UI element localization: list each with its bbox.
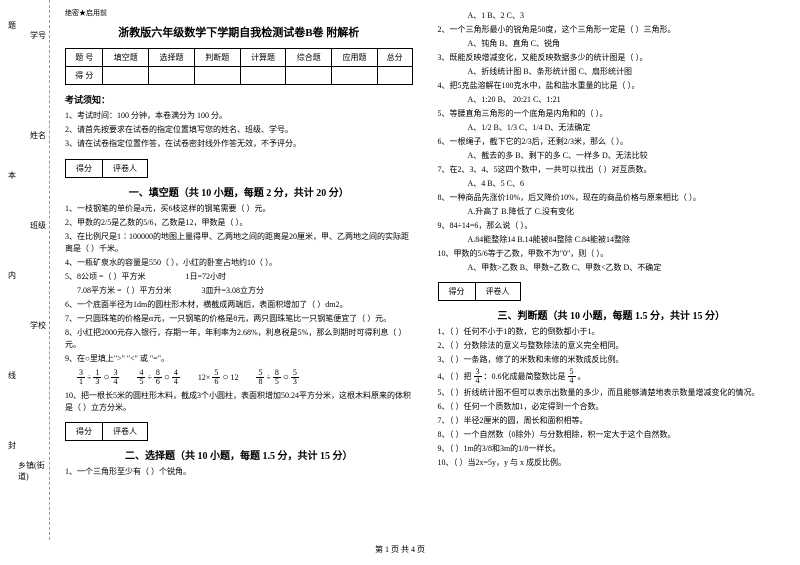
s1q4: 4、一瓶矿泉水的容量是550（ ），小红的卧室占地约10（ ）。 — [65, 257, 413, 269]
s3q9: 9、（ ）1m的3/8和3m的1/8一样长。 — [438, 443, 786, 455]
dash-2: 本 — [8, 170, 16, 181]
s1q3: 3、在比例尺是1∶100000的地图上量得甲、乙两地之间的距离是20厘米，甲、乙… — [65, 231, 413, 255]
td-1 — [103, 67, 149, 85]
td-5 — [286, 67, 332, 85]
td-6 — [332, 67, 378, 85]
th-0: 题 号 — [66, 49, 103, 67]
score-box-2: 得分 评卷人 — [65, 422, 148, 441]
s1q5d: 3皿升=3.08立方分 — [202, 285, 265, 297]
th-1: 填空题 — [103, 49, 149, 67]
dash-5: 封 — [8, 440, 16, 451]
exam-title: 浙教版六年级数学下学期自我检测试卷B卷 附解析 — [65, 24, 413, 40]
s1q2: 2、甲数的2/5是乙数的5/6，乙数是12，甲数是（ ）。 — [65, 217, 413, 229]
notice-heading: 考试须知： — [65, 93, 413, 106]
s3q5: 5、（ ）折线统计图不但可以表示出数量的多少，而且能够清楚地表示数量增减变化的情… — [438, 387, 786, 399]
c2l3: A、折线统计图 B、条形统计图 C、扇形统计图 — [468, 66, 786, 78]
c2l8: A.升高了 B.降低了 C.没有变化 — [468, 206, 786, 218]
td-2 — [149, 67, 195, 85]
s1q6: 6、一个底面半径为1dm的圆柱形木材，横截成两端后，表面积增加了（ ）dm2。 — [65, 299, 413, 311]
section-2-title: 二、选择题（共 10 小题，每题 1.5 分，共计 15 分） — [65, 447, 413, 462]
c2l6: A、截去的多 B、剩下的多 C、一样多 D、无法比较 — [468, 150, 786, 162]
label-town: 乡镇(街道) — [18, 460, 49, 482]
s1q8: 8、小红把2000元存入银行，存期一年，年利率为2.68%，利息税是5%，那么到… — [65, 327, 413, 351]
notice-3: 3、请在试卷指定位置作答，在试卷密封线外作答无效，不予评分。 — [65, 138, 413, 149]
th-6: 应用题 — [332, 49, 378, 67]
label-class: 班级 — [30, 220, 46, 231]
s2q1: 1、一个三角形至少有（ ）个锐角。 — [65, 466, 413, 478]
td-4 — [240, 67, 286, 85]
th-2: 选择题 — [149, 49, 195, 67]
dash-3: 内 — [8, 270, 16, 281]
s3q10: 10、（ ）当2x=5y，y 与 x 成反比例。 — [438, 457, 786, 469]
c2q3: 3、既能反映增减变化，又能反映数据多少的统计图是（ ）。 — [438, 52, 786, 64]
c2q8: 8、一种商品先涨价10%，后又降价10%，现在的商品价格与原来相比（ ）。 — [438, 192, 786, 204]
label-name: 姓名 — [30, 130, 46, 141]
s1q5c: 7.08平方米 =（ ）平方分米 — [77, 285, 172, 297]
s1q5b: 1日=72小时 — [186, 271, 227, 283]
s3q7: 7、（ ）半径2厘米的圆，周长和面积相等。 — [438, 415, 786, 427]
th-4: 计算题 — [240, 49, 286, 67]
rater-label: 评卷人 — [103, 160, 147, 177]
s3q1: 1、（ ）任何不小于1的数，它的倒数都小于1。 — [438, 326, 786, 338]
c2l5: A、1/2 B、1/3 C、1/4 D、无法确定 — [468, 122, 786, 134]
notice-1: 1、考试时间：100 分钟，本卷满分为 100 分。 — [65, 110, 413, 121]
s3q4: 4、（ ）把 34 ：0.6化成最简整数比是 54 。 — [438, 368, 786, 385]
section-3-title: 三、判断题（共 10 小题，每题 1.5 分，共计 15 分） — [438, 307, 786, 322]
score-table: 题 号 填空题 选择题 判断题 计算题 综合题 应用题 总分 得 分 — [65, 48, 413, 85]
th-7: 总分 — [377, 49, 412, 67]
rater-label-2: 评卷人 — [103, 423, 147, 440]
c2q5: 5、等腰直角三角形的一个底角是内角和的（ ）。 — [438, 108, 786, 120]
s1q1: 1、一枝钢笔的单价是a元，买6枝这样的钢笔需要（ ）元。 — [65, 203, 413, 215]
score-label: 得分 — [66, 160, 103, 177]
left-column: 绝密★启用前 浙教版六年级数学下学期自我检测试卷B卷 附解析 题 号 填空题 选… — [65, 8, 413, 532]
s1q5a: 5、8公顷 =（ ）平方米 — [65, 271, 146, 283]
right-column: A、1 B、2 C、3 2、一个三角形最小的锐角是50度，这个三角形一定是（ ）… — [438, 8, 786, 532]
dash-1: 题 — [8, 20, 16, 31]
c2l9: A.84能整除14 B.14能被84整除 C.84能被14整除 — [468, 234, 786, 246]
s3q2: 2、（ ）分数除法的意义与整数除法的意义完全相同。 — [438, 340, 786, 352]
c2q6: 6、一根绳子，截下它的2/3后，还剩2/3米，那么（ ）。 — [438, 136, 786, 148]
td-0: 得 分 — [66, 67, 103, 85]
dash-4: 线 — [8, 370, 16, 381]
section-1-title: 一、填空题（共 10 小题，每题 2 分，共计 20 分） — [65, 184, 413, 199]
c2l7: A、4 B、5 C、6 — [468, 178, 786, 190]
c2q7: 7、在2、3、4、5这四个数中，一共可以找出（ ）对互质数。 — [438, 164, 786, 176]
s3q8: 8、（ ）一个自然数（0除外）与分数相除，积一定大于这个自然数。 — [438, 429, 786, 441]
c2l2: A、钝角 B、直角 C、锐角 — [468, 38, 786, 50]
binding-sidebar: 学号 姓名 班级 学校 乡镇(街道) 题 本 内 线 封 — [0, 0, 50, 540]
score-label-2: 得分 — [66, 423, 103, 440]
score-box-1: 得分 评卷人 — [65, 159, 148, 178]
c2l1: A、1 B、2 C、3 — [468, 10, 786, 22]
notice-2: 2、请首先按要求在试卷的指定位置填写您的姓名、班级、学号。 — [65, 124, 413, 135]
label-school: 学校 — [30, 320, 46, 331]
c2l10: A、甲数>乙数 B、甲数=乙数 C、甲数<乙数 D、不确定 — [468, 262, 786, 274]
fraction-row: 31÷13○34 45÷86○44 12×56○12 58÷85○53 — [77, 369, 413, 386]
rater-label-3: 评卷人 — [476, 283, 520, 300]
s3q3: 3、（ ）一条路，修了的米数和未修的米数成反比例。 — [438, 354, 786, 366]
score-box-3: 得分 评卷人 — [438, 282, 521, 301]
td-3 — [194, 67, 240, 85]
c2q4: 4、把5克盐溶解在100克水中，盐和盐水重量的比是（ ）。 — [438, 80, 786, 92]
seal-text: 绝密★启用前 — [65, 8, 413, 18]
th-5: 综合题 — [286, 49, 332, 67]
s1q9: 9、在○里填上">" "<" 或 "="。 — [65, 353, 413, 365]
label-id: 学号 — [30, 30, 46, 41]
c2q9: 9、84÷14=6，那么说（ ）。 — [438, 220, 786, 232]
c2q2: 2、一个三角形最小的锐角是50度，这个三角形一定是（ ）三角形。 — [438, 24, 786, 36]
th-3: 判断题 — [194, 49, 240, 67]
s3q6: 6、（ ）任何一个质数加1，必定得到一个合数。 — [438, 401, 786, 413]
td-7 — [377, 67, 412, 85]
c2q10: 10、甲数的5/6等于乙数，甲数不为"0"，则（ ）。 — [438, 248, 786, 260]
page-footer: 第 1 页 共 4 页 — [0, 540, 800, 559]
c2l4: A、1:20 B、 20:21 C、1:21 — [468, 94, 786, 106]
score-label-3: 得分 — [439, 283, 476, 300]
s1q10: 10、把一根长5米的圆柱形木料，截成3个小圆柱，表面积增加50.24平方分米，这… — [65, 390, 413, 414]
s1q7: 7、一只圆珠笔的价格是α元，一只钢笔的价格是8元，两只圆珠笔比一只钢笔便宜了（ … — [65, 313, 413, 325]
